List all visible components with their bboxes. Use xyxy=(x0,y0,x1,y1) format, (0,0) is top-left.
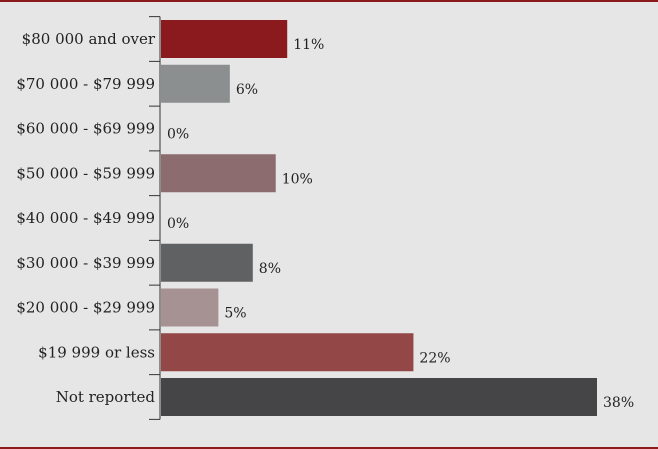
bar xyxy=(161,64,230,103)
bar xyxy=(161,20,288,58)
category-label: $19 999 or less xyxy=(38,343,155,361)
value-label: 0% xyxy=(167,216,189,232)
category-label: $80 000 and over xyxy=(22,30,156,48)
category-label: $30 000 - $39 999 xyxy=(16,254,155,272)
value-label: 38% xyxy=(603,395,634,411)
bar xyxy=(161,243,253,282)
category-label: Not reported xyxy=(56,388,156,406)
value-label: 6% xyxy=(236,82,258,98)
category-label: $60 000 - $69 999 xyxy=(16,120,155,138)
bar xyxy=(161,378,597,416)
value-label: 11% xyxy=(293,37,324,53)
bar xyxy=(161,333,414,372)
category-label: $50 000 - $59 999 xyxy=(16,164,155,182)
category-label: $40 000 - $49 999 xyxy=(16,209,155,227)
bar xyxy=(161,154,276,193)
value-label: 5% xyxy=(224,306,246,322)
bar xyxy=(161,288,219,327)
value-label: 0% xyxy=(167,127,189,143)
value-label: 8% xyxy=(259,261,281,277)
value-label: 10% xyxy=(282,171,313,187)
category-label: $20 000 - $29 999 xyxy=(16,299,155,317)
category-label: $70 000 - $79 999 xyxy=(16,75,155,93)
value-label: 22% xyxy=(419,350,450,366)
